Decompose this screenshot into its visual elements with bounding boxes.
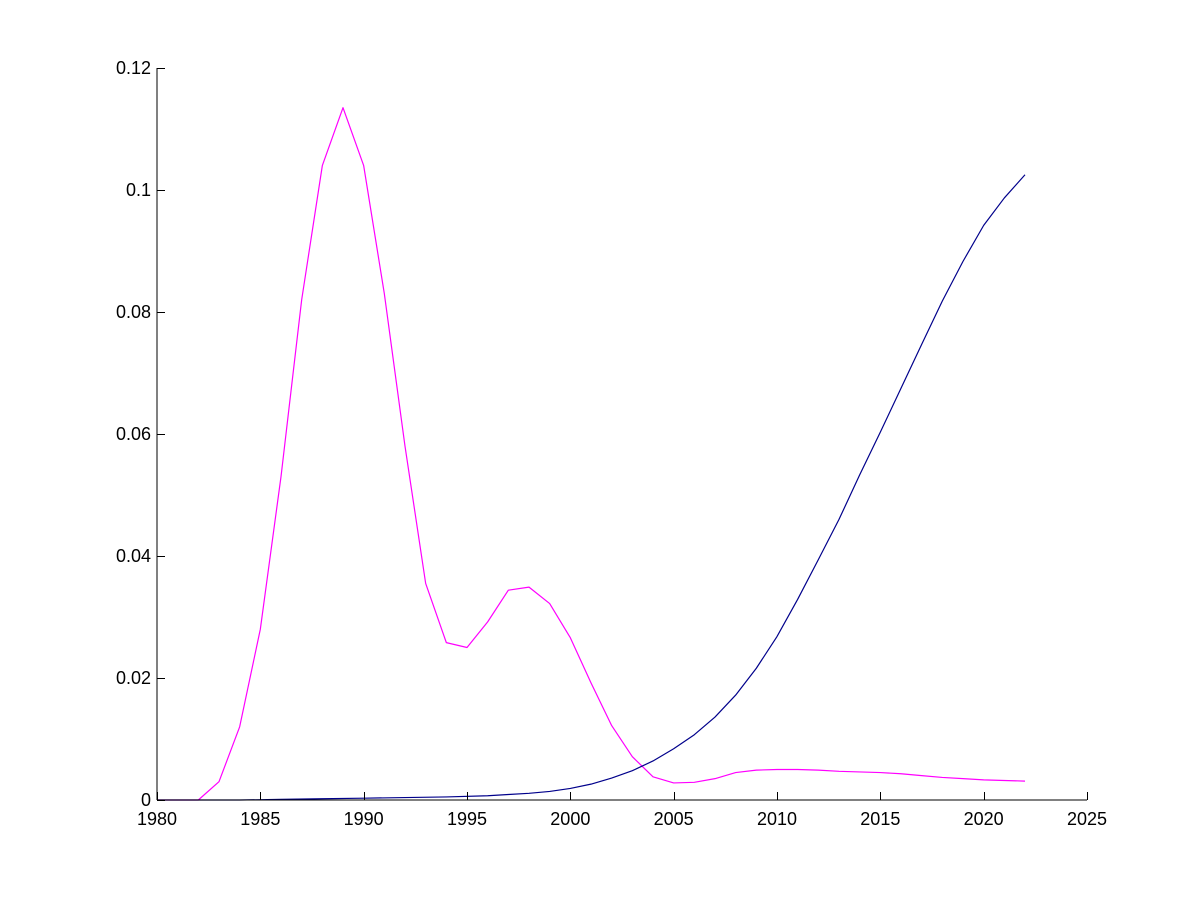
y-tick-label: 0.02: [116, 668, 151, 688]
axes-layer: [156, 68, 1088, 801]
x-tick-label: 2025: [1067, 809, 1107, 829]
y-tick-label: 0.1: [126, 180, 151, 200]
x-tick-label: 1995: [447, 809, 487, 829]
x-tick-label: 1985: [240, 809, 280, 829]
y-tick-label: 0.08: [116, 302, 151, 322]
y-tick-label: 0.12: [116, 58, 151, 78]
x-tick-label: 2000: [550, 809, 590, 829]
x-tick-label: 1990: [344, 809, 384, 829]
x-tick-label: 2005: [654, 809, 694, 829]
y-tick-label: 0.06: [116, 424, 151, 444]
series-layer: [157, 107, 1026, 801]
y-tick-label: 0.04: [116, 546, 151, 566]
x-tick-label: 1980: [137, 809, 177, 829]
series-0-line: [157, 107, 1026, 801]
series-1-line: [157, 174, 1026, 801]
tick-labels-layer: 1980 1985 1990 1995 2000 2005 2010 2015 2020 2025…: [116, 58, 1107, 829]
x-tick-label: 2020: [964, 809, 1004, 829]
x-tick-label: 2010: [757, 809, 797, 829]
y-tick-label: 0: [141, 790, 151, 810]
x-tick-label: 2015: [860, 809, 900, 829]
